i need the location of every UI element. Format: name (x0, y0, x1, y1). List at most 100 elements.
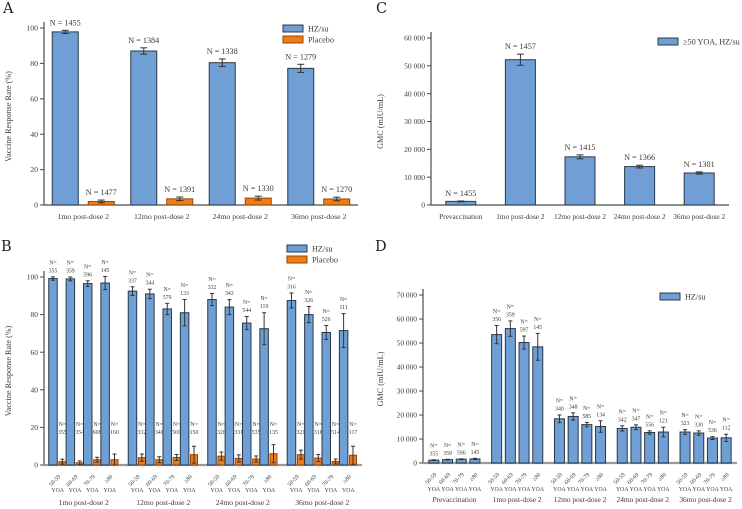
legend-label: HZ/su (685, 293, 705, 302)
n-label: N= (305, 290, 312, 296)
n-label: 536 (708, 428, 717, 434)
age-tick-label: 50-59 (287, 474, 301, 488)
age-suffix-label: YOA (490, 487, 503, 493)
age-suffix-label: YOA (518, 487, 531, 493)
age-suffix-label: YOA (657, 487, 670, 493)
panel-label-d: D (375, 239, 387, 255)
panel-d-chart: 0 10 000 20 000 30 000 40 000 50 000 60 000 70 … (376, 289, 737, 504)
n-label: N = 1330 (243, 184, 274, 193)
group-label: 36mo post-dose 2 (679, 495, 732, 504)
hzsu-bar (51, 31, 79, 206)
n-label: N= (722, 418, 729, 424)
panel-c-chart: 0 10 000 20 000 30 000 40 000 50 000 60 000 GMC… (376, 32, 740, 221)
x-category-label: Prevaccination (439, 212, 483, 221)
n-label: 160 (110, 430, 119, 436)
hzsu-bar (624, 166, 656, 206)
legend-swatch-placebo (282, 35, 304, 44)
n-label: 556 (645, 422, 654, 428)
n-label: 344 (146, 281, 155, 287)
age-tick-label: ≥80 (657, 472, 668, 483)
n-label: N= (173, 422, 180, 428)
age-tick-label: 50-59 (48, 474, 62, 488)
n-label: N= (76, 422, 83, 428)
age-tick-label: ≥80 (263, 474, 274, 485)
n-label: N= (619, 409, 626, 415)
legend-swatch-hzsu (286, 244, 308, 253)
hzsu-bar (553, 418, 565, 464)
age-tick-label: 50-59 (676, 472, 690, 486)
n-label: N= (218, 422, 225, 428)
age-suffix-label: YOA (428, 487, 441, 493)
group-label: 36mo post-dose 2 (295, 498, 349, 507)
n-label: N = 1366 (624, 153, 655, 162)
n-label: N = 1391 (164, 185, 195, 194)
group-label: 24mo post-dose 2 (216, 498, 270, 507)
n-label: 340 (555, 407, 564, 413)
group-label: 1mo post-dose 2 (493, 495, 542, 504)
y-tick-label: 60 (30, 94, 38, 103)
n-label: N= (101, 260, 108, 266)
hzsu-bar (241, 322, 252, 466)
n-label: N = 1270 (321, 185, 352, 194)
n-label: N= (430, 443, 437, 449)
y-tick-label: 80 (31, 310, 39, 319)
n-label: 332 (138, 430, 147, 436)
age-suffix-label: YOA (104, 488, 117, 494)
age-tick-label: 70-79 (83, 474, 97, 488)
hzsu-bar (145, 293, 155, 466)
hzsu-bar (179, 312, 190, 466)
age-suffix-label: YOA (581, 487, 594, 493)
age-tick-label: 70-79 (640, 472, 654, 486)
n-label: N= (260, 296, 267, 302)
hzsu-bar (82, 283, 93, 466)
hzsu-bar (207, 299, 217, 466)
y-tick-label: 0 (413, 459, 417, 468)
n-label: N = 1279 (285, 52, 316, 61)
age-suffix-label: YOA (86, 488, 99, 494)
age-tick-label: 70-79 (577, 472, 591, 486)
age-suffix-label: YOA (504, 487, 517, 493)
n-label: N= (93, 422, 100, 428)
age-suffix-label: YOA (567, 487, 580, 493)
age-tick-label: 70-79 (163, 474, 177, 488)
n-label: N= (111, 422, 118, 428)
x-category-label: 24mo post-dose 2 (614, 212, 666, 221)
y-tick-label: 60 (31, 348, 39, 357)
y-tick-label: 20 (30, 165, 38, 174)
age-tick-label: 50-59 (207, 474, 221, 488)
n-label: N= (59, 422, 66, 428)
legend-label: HZ/su (308, 25, 328, 34)
panel-label-b: B (1, 239, 12, 255)
age-tick-label: ≥80 (183, 474, 194, 485)
group-label: 12mo post-dose 2 (554, 495, 607, 504)
n-label: N= (146, 273, 153, 279)
n-label: 348 (569, 404, 578, 410)
age-suffix-label: YOA (325, 488, 338, 494)
n-label: N= (569, 396, 576, 402)
n-label: 347 (632, 416, 641, 422)
n-label: N= (315, 422, 322, 428)
y-tick-label: 10 000 (404, 173, 425, 182)
n-label: 320 (217, 430, 226, 436)
n-label: 121 (659, 419, 668, 425)
n-label: N= (138, 422, 145, 428)
x-category-label: 12mo post-dose 2 (554, 212, 606, 221)
n-label: N = 1384 (128, 36, 159, 45)
age-suffix-label: YOA (630, 487, 643, 493)
age-tick-label: 60-69 (225, 474, 239, 488)
age-suffix-label: YOA (131, 488, 144, 494)
x-category-label: 36mo post-dose 2 (291, 212, 347, 221)
age-suffix-label: YOA (469, 487, 482, 493)
legend-swatch-hzsu (282, 24, 304, 33)
y-tick-label: 0 (34, 461, 38, 470)
n-label: N= (597, 404, 604, 410)
n-label: 597 (520, 328, 529, 334)
n-label: N= (270, 422, 277, 428)
n-label: N= (243, 300, 250, 306)
age-tick-label: ≥80 (532, 472, 543, 483)
n-label: 145 (471, 450, 480, 456)
age-tick-label: ≥80 (104, 474, 115, 485)
n-label: N= (340, 297, 347, 303)
hzsu-bar (259, 328, 269, 466)
y-axis-title: Vaccine Response Rate (%) (4, 325, 13, 416)
